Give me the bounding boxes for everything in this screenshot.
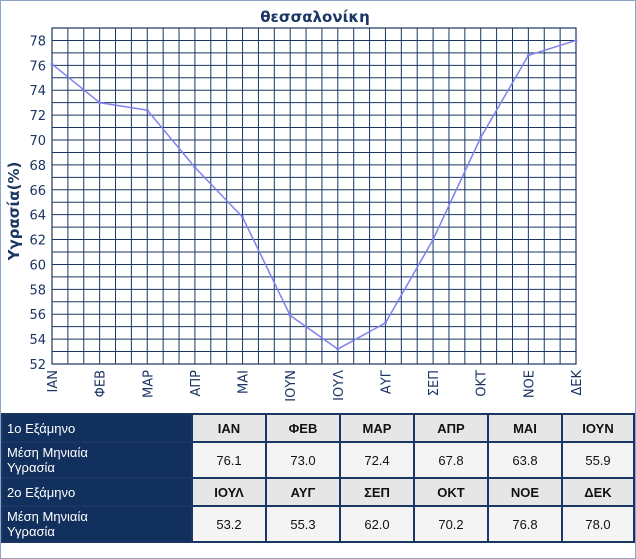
row-header: 1ο Εξάμηνο [1,413,193,443]
y-tick-label: 76 [29,59,46,74]
month-cell: ΝΟΕ [487,477,563,507]
month-cell: ΦΕΒ [265,413,341,443]
month-cell: ΙΟΥΝ [561,413,635,443]
month-cell: ΔΕΚ [561,477,635,507]
y-tick-label: 54 [29,333,46,348]
month-cell: ΙΟΥΛ [191,477,267,507]
month-cell: ΑΠΡ [413,413,489,443]
monthly-humidity-table: 1ο Εξάμηνο ΙΑΝ ΦΕΒ ΜΑΡ ΑΠΡ ΜΑΙ ΙΟΥΝ Μέση Μηνιαί… [1,413,635,543]
x-tick-label: ΑΠΡ [189,370,204,397]
row-header: Μέση Μηνιαία Υγρασία [1,505,193,543]
humidity-value-cell: 67.8 [413,441,489,479]
month-cell: ΣΕΠ [339,477,415,507]
x-tick-label: ΙΑΝ [46,370,61,392]
y-axis-label: Υγρασία(%) [5,162,23,262]
humidity-value-cell: 76.8 [487,505,563,543]
y-tick-label: 70 [29,134,46,149]
humidity-chart: θεσσαλονίκη 52 54 56 58 60 62 64 66 68 70 72 74 76 78… [5,8,585,402]
humidity-value-cell: 73.0 [265,441,341,479]
month-cell: ΑΥΓ [265,477,341,507]
y-tick-label: 68 [29,159,46,174]
data-point [383,321,387,325]
month-cell: ΙΑΝ [191,413,267,443]
chart-grid [51,27,577,365]
y-axis-ticks: 52 54 56 58 60 62 64 66 68 70 72 74 76 78 [29,34,46,373]
table-month-row: 2ο Εξάμηνο ΙΟΥΛ ΑΥΓ ΣΕΠ ΟΚΤ ΝΟΕ ΔΕΚ [1,477,635,507]
data-point [145,108,149,112]
x-tick-label: ΜΑΙ [237,370,252,394]
humidity-value-cell: 53.2 [191,505,267,543]
x-tick-label: ΟΚΤ [475,370,490,397]
x-tick-label: ΝΟΕ [522,370,537,398]
y-tick-label: 58 [29,283,46,298]
humidity-value-cell: 62.0 [339,505,415,543]
y-tick-label: 56 [29,308,46,323]
data-point [193,165,197,169]
humidity-value-cell: 72.4 [339,441,415,479]
data-point [336,347,340,351]
month-cell: ΜΑΙ [487,413,563,443]
x-tick-label: ΜΑΡ [141,370,156,398]
y-tick-label: 60 [29,258,46,273]
y-tick-label: 52 [29,358,46,373]
y-tick-label: 72 [29,109,46,124]
y-tick-label: 66 [29,184,46,199]
y-tick-label: 78 [29,34,46,49]
plot-area [51,27,577,365]
x-tick-label: ΑΥΓ [379,369,394,394]
data-point [50,62,54,66]
x-axis-ticks: ΙΑΝ ΦΕΒ ΜΑΡ ΑΠΡ ΜΑΙ ΙΟΥΝ ΙΟΥΛ ΑΥΓ ΣΕΠ ΟΚΤ ΝΟΕ ΔΕΚ [46,369,585,401]
y-tick-label: 74 [29,84,46,99]
humidity-value-cell: 63.8 [487,441,563,479]
series-line-group [50,38,578,351]
month-cell: ΜΑΡ [339,413,415,443]
x-tick-label: ΙΟΥΝ [284,370,299,402]
table-value-row: Μέση Μηνιαία Υγρασία 53.2 55.3 62.0 70.2 76.8 7… [1,505,635,543]
x-tick-label: ΙΟΥΛ [332,370,347,401]
humidity-value-cell: 55.3 [265,505,341,543]
row-header: 2ο Εξάμηνο [1,477,193,507]
x-tick-label: ΣΕΠ [427,370,442,396]
table-value-row: Μέση Μηνιαία Υγρασία 76.1 73.0 72.4 67.8 63.8 5… [1,441,635,479]
y-tick-label: 64 [29,209,46,224]
month-cell: ΟΚΤ [413,477,489,507]
x-tick-label: ΔΕΚ [570,370,585,396]
humidity-value-cell: 78.0 [561,505,635,543]
table-month-row: 1ο Εξάμηνο ΙΑΝ ΦΕΒ ΜΑΡ ΑΠΡ ΜΑΙ ΙΟΥΝ [1,413,635,443]
y-tick-label: 62 [29,234,46,249]
data-point [431,238,435,242]
x-tick-label: ΦΕΒ [94,370,109,397]
chart-title: θεσσαλονίκη [260,8,370,26]
data-point [479,136,483,140]
row-header: Μέση Μηνιαία Υγρασία [1,441,193,479]
humidity-value-cell: 70.2 [413,505,489,543]
data-point [526,53,530,57]
data-point [98,101,102,105]
data-point [241,215,245,219]
humidity-value-cell: 55.9 [561,441,635,479]
data-point [574,38,578,42]
humidity-series-line [51,39,577,350]
humidity-value-cell: 76.1 [191,441,267,479]
data-point [288,313,292,317]
